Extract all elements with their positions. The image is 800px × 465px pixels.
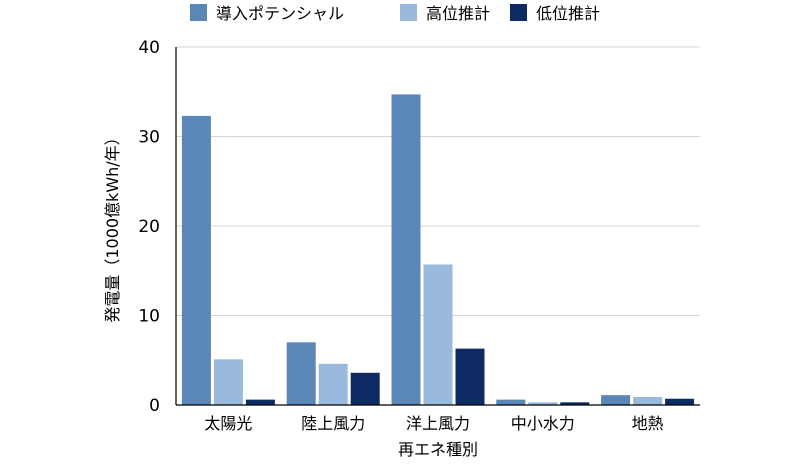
bars xyxy=(181,94,695,405)
y-tick-label: 0 xyxy=(149,396,160,416)
bar xyxy=(286,342,316,405)
bar xyxy=(496,399,526,405)
y-tick-label: 10 xyxy=(138,307,160,327)
bar xyxy=(181,115,211,405)
x-tick-label: 中小水力 xyxy=(511,414,575,433)
bar xyxy=(350,372,380,405)
x-tick-label: 陸上風力 xyxy=(301,414,365,433)
legend-label: 導入ポテンシャル xyxy=(216,4,344,23)
bar xyxy=(528,402,558,405)
legend: 導入ポテンシャル 高位推計 低位推計 xyxy=(190,4,600,23)
y-tick-labels: 0 10 20 30 40 xyxy=(138,38,160,416)
bar xyxy=(560,402,590,405)
bar xyxy=(391,94,421,405)
legend-label: 高位推計 xyxy=(426,4,490,23)
x-axis-title: 再エネ種別 xyxy=(398,440,478,459)
x-tick-label: 洋上風力 xyxy=(406,414,470,433)
x-tick-label: 地熱 xyxy=(632,414,664,433)
bar xyxy=(213,359,243,405)
x-tick-label: 太陽光 xyxy=(204,414,252,433)
legend-swatch xyxy=(400,4,417,21)
bar xyxy=(423,264,453,405)
bar xyxy=(455,348,485,405)
bar xyxy=(633,396,663,405)
y-tick-label: 20 xyxy=(138,217,160,237)
bar xyxy=(245,399,275,405)
bar xyxy=(318,363,348,405)
x-tick-labels: 太陽光 陸上風力 洋上風力 中小水力 地熱 xyxy=(204,414,663,433)
y-axis-title: 発電量（1000億kWh/年） xyxy=(103,129,122,322)
bar xyxy=(601,395,631,405)
bar xyxy=(665,398,695,405)
legend-swatch xyxy=(510,4,527,21)
legend-label: 低位推計 xyxy=(536,4,600,23)
y-tick-label: 40 xyxy=(138,38,160,58)
y-tick-label: 30 xyxy=(138,128,160,148)
legend-swatch xyxy=(190,4,207,21)
axes xyxy=(175,47,700,406)
